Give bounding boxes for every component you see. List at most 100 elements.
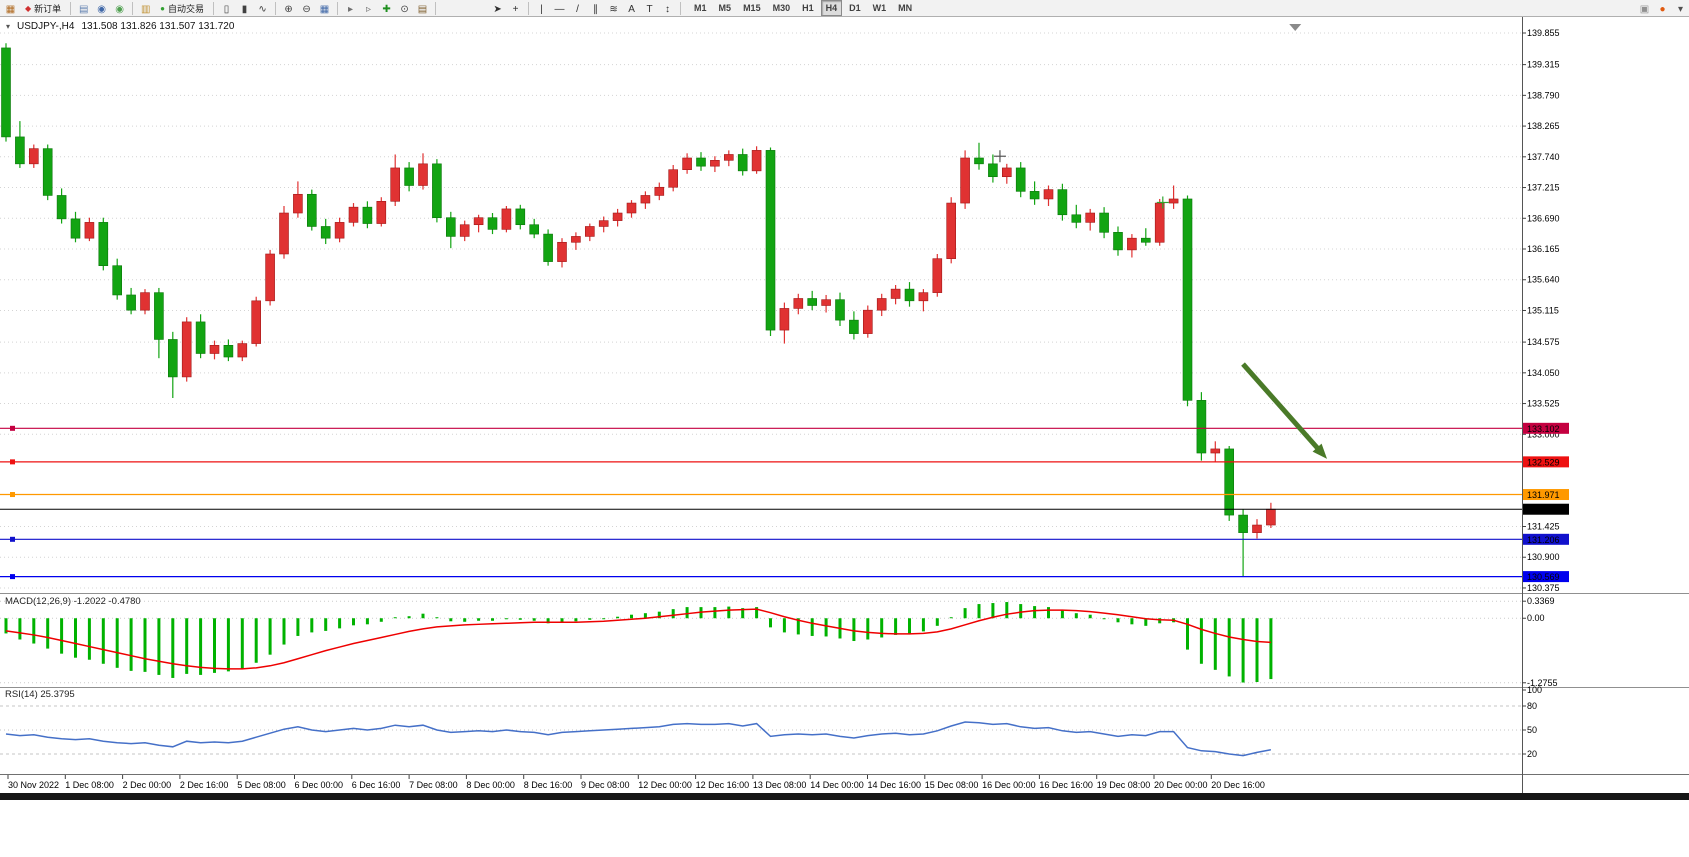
svg-text:15 Dec 08:00: 15 Dec 08:00 (925, 780, 979, 790)
notification-dot-icon[interactable]: ● (1659, 3, 1666, 15)
macd-bar (1088, 614, 1092, 619)
zoom-in-icon[interactable]: ⊕ (284, 3, 293, 15)
macd-bar (796, 618, 800, 635)
charts-list-icon[interactable]: ▤ (78, 3, 89, 15)
candlestick-type-icon[interactable]: ▮ (241, 3, 248, 15)
trend-arrow[interactable] (1241, 362, 1328, 459)
svg-text:135.115: 135.115 (1527, 305, 1559, 315)
macd-bar (1227, 618, 1231, 677)
text-icon[interactable]: A (628, 3, 635, 15)
candle (473, 217, 484, 226)
chart-ohlc-label: 131.508 131.826 131.507 131.720 (81, 21, 235, 32)
tile-windows-icon[interactable]: ▦ (319, 3, 330, 15)
macd-bar (727, 606, 731, 619)
bar-chart-type-icon[interactable]: ▯ (223, 3, 230, 15)
line-anchor-handle[interactable] (10, 459, 15, 465)
toolbar-overflow-icon[interactable]: ▾ (1677, 3, 1684, 15)
macd-bar (810, 618, 814, 636)
navigator-icon[interactable]: ◉ (115, 3, 125, 15)
level-lines[interactable] (0, 425, 1522, 580)
macd-bar (880, 618, 884, 638)
candle (1141, 237, 1151, 243)
macd-bar (352, 618, 355, 626)
new-chart-icon[interactable]: ▦ (5, 3, 16, 15)
timeframe-h4[interactable]: H4 (820, 0, 843, 16)
svg-text:30 Nov 2022: 30 Nov 2022 (8, 780, 59, 790)
zoom-out-icon[interactable]: ⊖ (302, 3, 311, 15)
chart-menu-icon[interactable]: ▾ (6, 22, 11, 31)
svg-text:136.165: 136.165 (1527, 244, 1560, 254)
macd-bar (491, 618, 494, 621)
candle (1099, 212, 1109, 233)
svg-text:136.690: 136.690 (1527, 213, 1560, 223)
candle (223, 345, 234, 358)
line-chart-type-icon[interactable]: ∿ (258, 3, 267, 15)
timeframe-toolbar: M1 M5 M15 M30 H1 H4 D1 W1 MN (689, 0, 917, 16)
chart-canvas[interactable]: 139.855 139.315 138.790 138.265 137.740 137.2… (0, 17, 1689, 857)
candle (1182, 198, 1193, 401)
macd-bar (852, 618, 856, 642)
macd-bar (379, 618, 383, 622)
timeframe-m15[interactable]: M15 (743, 3, 761, 13)
market-watch-icon[interactable]: ◉ (97, 3, 107, 15)
timeframe-w1[interactable]: W1 (872, 3, 887, 13)
arrow-shaft[interactable] (1241, 362, 1323, 454)
macd-indicator-label: MACD(12,26,9) -1.2022 -0.4780 (5, 596, 141, 607)
macd-bar (213, 618, 216, 673)
candle (862, 309, 873, 334)
macd-bar (115, 618, 119, 668)
candle (168, 339, 178, 378)
timeframe-m1[interactable]: M1 (694, 3, 707, 13)
auto-scroll-icon[interactable]: ▸ (348, 3, 354, 15)
chart-shift-icon[interactable]: ▹ (366, 3, 372, 15)
arrows-tool-icon[interactable]: ↕ (665, 3, 671, 15)
auto-trading-button-label: 自动交易 (168, 3, 205, 14)
macd-bar (977, 604, 981, 619)
candle (584, 226, 595, 237)
macd-bar (60, 618, 64, 654)
line-anchor-handle[interactable] (10, 492, 15, 498)
line-anchor-handle[interactable] (10, 536, 15, 542)
fibonacci-icon[interactable]: ≋ (609, 3, 618, 15)
svg-text:133.102: 133.102 (1527, 424, 1560, 434)
terminal-icon[interactable]: ▥ (140, 3, 151, 15)
period-selector-icon[interactable]: ⊙ (400, 3, 409, 15)
auto-trading-button[interactable]: ● 自动交易 (155, 0, 209, 17)
timeframe-h1[interactable]: H1 (802, 3, 814, 13)
macd-bar (101, 618, 105, 664)
macd-bar (671, 609, 675, 619)
chart-shift-marker[interactable] (1289, 24, 1302, 31)
candle (279, 212, 289, 255)
text-label-icon[interactable]: T (646, 3, 653, 15)
candle (501, 208, 512, 230)
timeframe-m30[interactable]: M30 (772, 3, 791, 13)
indicators-icon[interactable]: ✚ (382, 3, 391, 15)
horizontal-line-icon[interactable]: — (554, 3, 565, 15)
candle (293, 193, 303, 214)
candle (807, 298, 818, 306)
equidistant-channel-icon[interactable]: ∥ (593, 3, 599, 15)
cursor-icon[interactable]: ➤ (493, 3, 502, 15)
timeframe-mn[interactable]: MN (898, 3, 913, 13)
candle (432, 163, 442, 218)
community-icon[interactable]: ▣ (1639, 3, 1650, 15)
new-order-button[interactable]: ◆ 新订单 (20, 0, 66, 17)
timeframe-m5[interactable]: M5 (718, 3, 732, 13)
timeframe-d1[interactable]: D1 (849, 3, 861, 13)
level-price-badge (1523, 571, 1569, 583)
macd-bar (32, 618, 36, 644)
vertical-line-icon[interactable]: | (540, 3, 543, 15)
trendline-icon[interactable]: / (576, 3, 579, 15)
chart-symbol-label: USDJPY-,H4 (17, 21, 75, 32)
line-anchor-handle[interactable] (10, 574, 15, 580)
current-price-badge (1523, 503, 1569, 515)
toolbar-separator (132, 1, 134, 15)
candle (140, 292, 150, 311)
svg-text:50: 50 (1527, 725, 1537, 735)
horizontal-scrollbar[interactable] (0, 793, 1689, 800)
line-anchor-handle[interactable] (10, 425, 15, 431)
svg-text:20 Dec 16:00: 20 Dec 16:00 (1211, 780, 1265, 790)
crosshair-icon[interactable]: + (512, 3, 519, 15)
template-icon[interactable]: ▤ (417, 3, 428, 15)
candle (1057, 189, 1068, 216)
